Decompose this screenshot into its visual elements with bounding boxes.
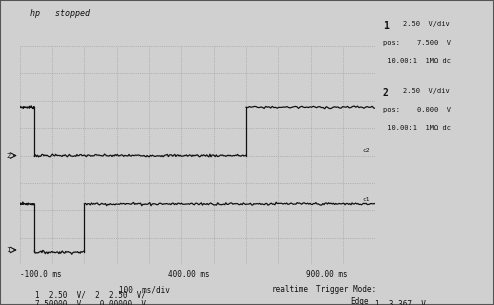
Text: 1: 1 [6, 247, 11, 253]
Text: 2.50  V/div: 2.50 V/div [403, 88, 450, 95]
Text: Trigger Mode:: Trigger Mode: [316, 285, 376, 294]
Text: c1: c1 [363, 197, 370, 202]
Text: Edge: Edge [351, 297, 369, 305]
Text: 900.00 ms: 900.00 ms [306, 270, 348, 279]
Text: 400.00 ms: 400.00 ms [168, 270, 209, 279]
Text: 2: 2 [383, 88, 389, 99]
Text: pos:    7.500  V: pos: 7.500 V [383, 40, 451, 46]
Text: 10.00:1  1MΩ dc: 10.00:1 1MΩ dc [383, 125, 451, 131]
Text: pos:    0.000  V: pos: 0.000 V [383, 107, 451, 113]
Text: hp   stopped: hp stopped [30, 9, 89, 18]
Text: 100  ms/div: 100 ms/div [119, 285, 169, 294]
Text: 10.00:1  1MΩ dc: 10.00:1 1MΩ dc [383, 58, 451, 64]
Text: realtime: realtime [272, 285, 309, 294]
Text: 2.50  V/div: 2.50 V/div [403, 21, 450, 27]
Text: 7.50000  V    0.00000  V: 7.50000 V 0.00000 V [35, 300, 146, 305]
Text: 2: 2 [6, 152, 11, 159]
Text: 1  3.367  V: 1 3.367 V [375, 300, 426, 305]
Text: c2: c2 [363, 148, 370, 153]
Text: 1: 1 [383, 21, 389, 31]
Text: -100.0 ms: -100.0 ms [20, 270, 61, 279]
Text: 1  2.50  V/  2  2.50  V/: 1 2.50 V/ 2 2.50 V/ [35, 290, 146, 300]
